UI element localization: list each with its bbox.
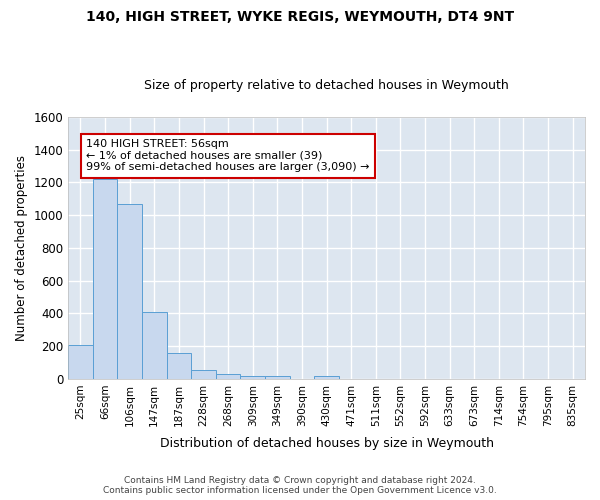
Bar [241, 376, 265, 379]
Y-axis label: Number of detached properties: Number of detached properties [15, 155, 28, 341]
X-axis label: Distribution of detached houses by size in Weymouth: Distribution of detached houses by size … [160, 437, 494, 450]
Bar [265, 376, 290, 379]
Bar [191, 370, 216, 379]
Bar [118, 204, 142, 379]
Bar [167, 352, 191, 379]
Bar [68, 346, 93, 379]
Bar [142, 312, 167, 379]
Bar [93, 179, 118, 379]
Bar [216, 374, 241, 379]
Text: 140 HIGH STREET: 56sqm
← 1% of detached houses are smaller (39)
99% of semi-deta: 140 HIGH STREET: 56sqm ← 1% of detached … [86, 139, 370, 172]
Text: 140, HIGH STREET, WYKE REGIS, WEYMOUTH, DT4 9NT: 140, HIGH STREET, WYKE REGIS, WEYMOUTH, … [86, 10, 514, 24]
Text: Contains HM Land Registry data © Crown copyright and database right 2024.
Contai: Contains HM Land Registry data © Crown c… [103, 476, 497, 495]
Bar [314, 376, 339, 379]
Title: Size of property relative to detached houses in Weymouth: Size of property relative to detached ho… [144, 79, 509, 92]
